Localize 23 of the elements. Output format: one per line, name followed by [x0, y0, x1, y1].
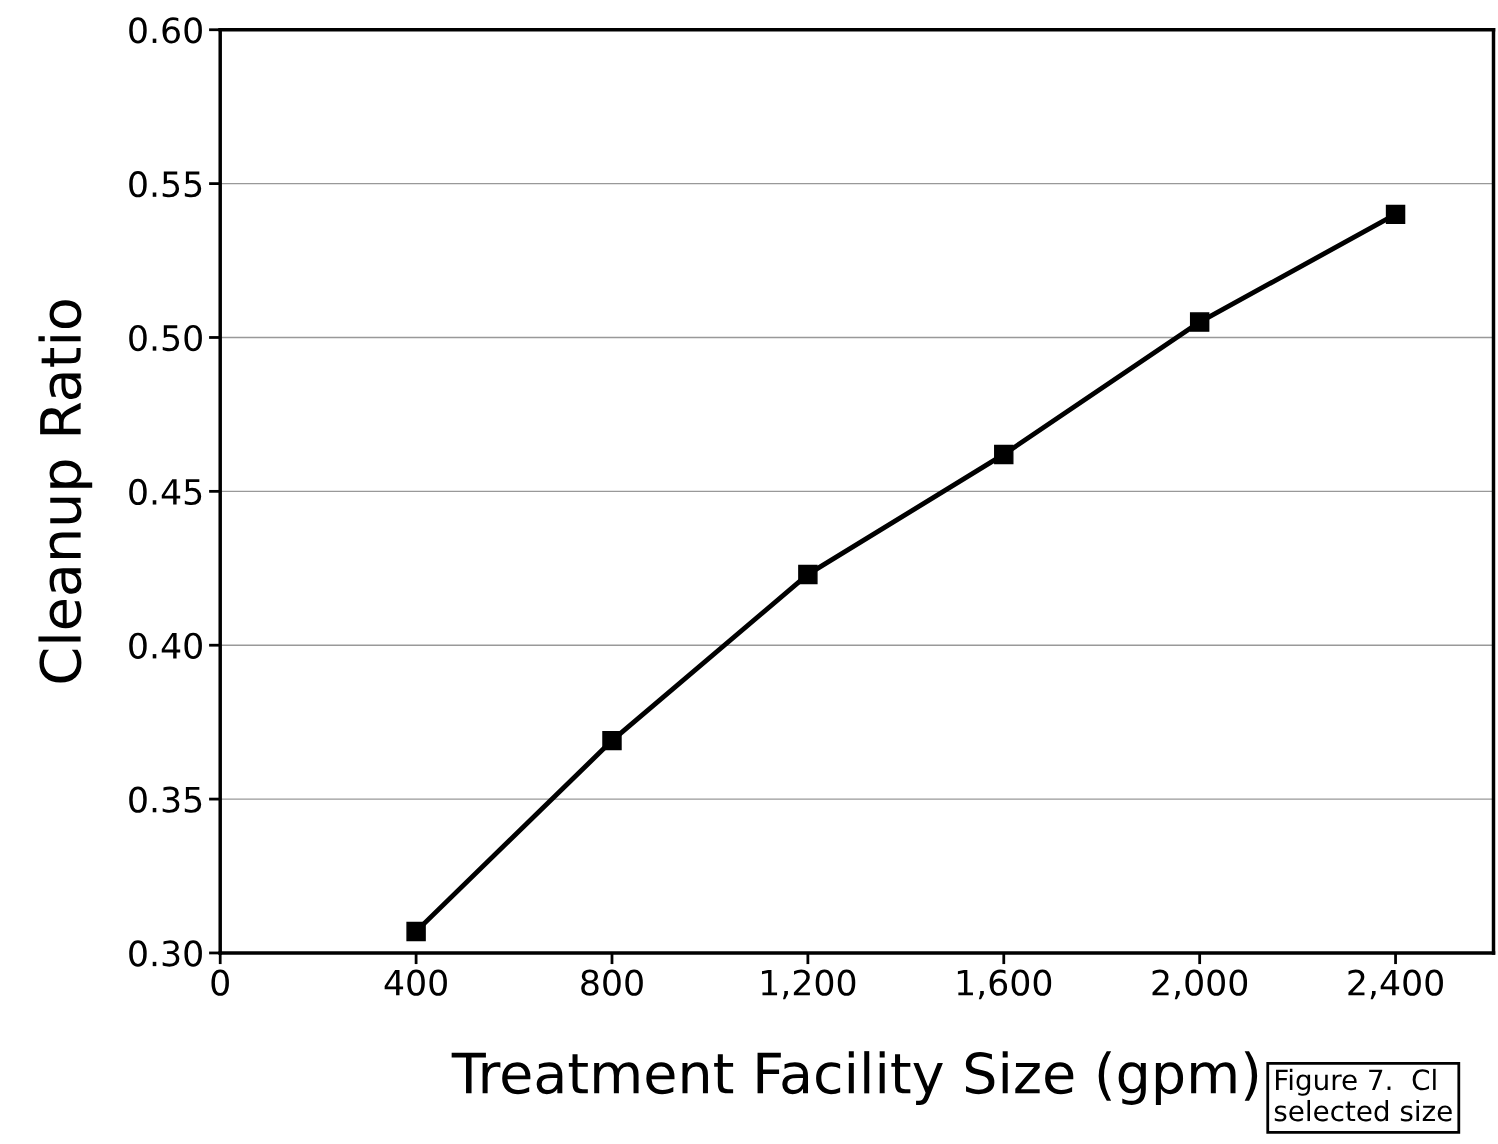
point [994, 444, 1014, 465]
caption: Figure 7. Cl selected size [1274, 1068, 1452, 1122]
x-axis-title: Treatment Facility Size (gpm) [451, 1051, 1258, 1105]
x-tick-label: 1,200 [762, 969, 856, 1000]
y-tick-label: 0.40 [129, 632, 202, 659]
y-axis-title: Cleanup Ratio [38, 300, 93, 683]
point [798, 564, 818, 585]
y-tick-label: 0.60 [129, 17, 202, 44]
point [1385, 204, 1406, 225]
x-tick-label: 1,600 [957, 969, 1052, 1000]
x-tick-label: 2,000 [1152, 969, 1248, 1000]
y-tick-label: 0.55 [129, 171, 202, 198]
y-tick-label: 0.45 [129, 478, 202, 506]
x-tick-label: 2,400 [1348, 969, 1443, 1000]
point [406, 921, 426, 942]
point [1189, 312, 1210, 332]
x-tick-label: 0 [211, 969, 229, 996]
y-tick-label: 0.50 [129, 324, 202, 352]
x-tick-label: 400 [384, 969, 447, 996]
y-tick-label: 0.30 [129, 940, 202, 967]
point [602, 730, 622, 751]
y-tick-label: 0.35 [129, 786, 202, 813]
x-tick-label: 800 [581, 969, 643, 996]
